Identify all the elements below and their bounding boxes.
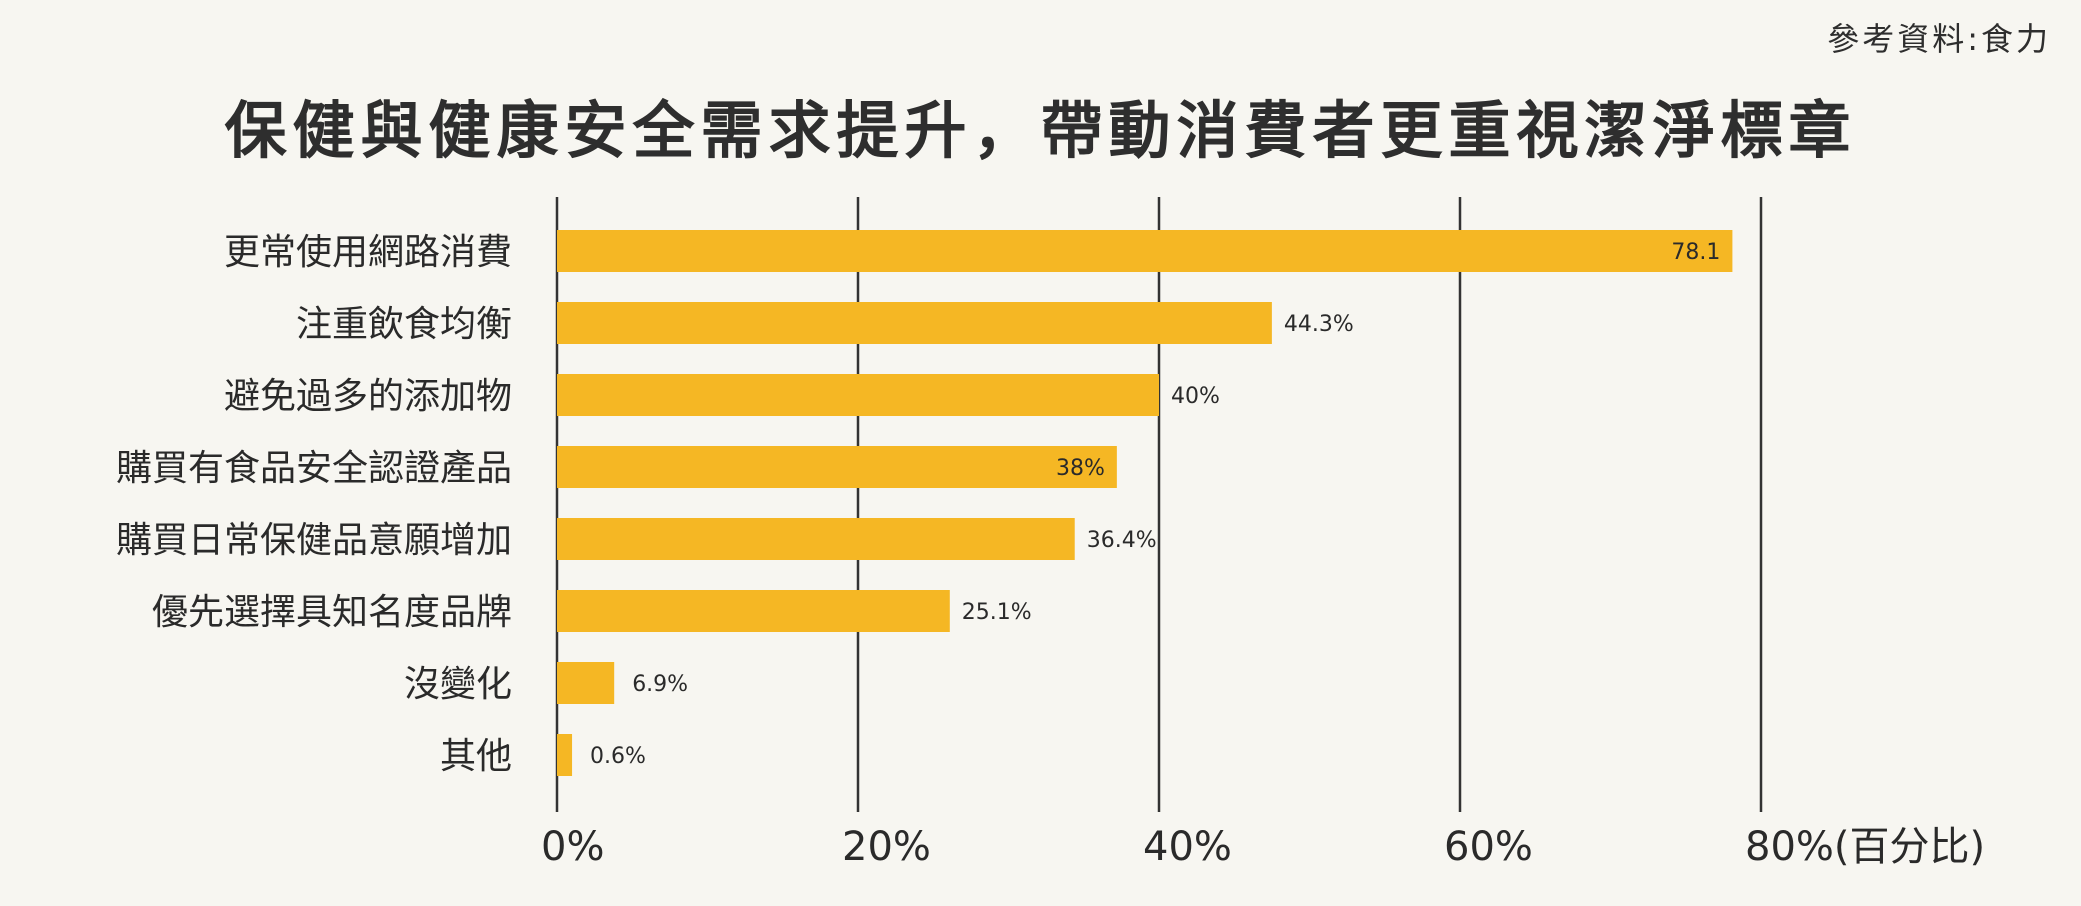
source-note: 參考資料:食力 xyxy=(1827,20,2051,58)
bar xyxy=(557,230,1733,272)
data-label: 0.6% xyxy=(590,744,646,769)
bar xyxy=(557,734,573,776)
bar xyxy=(557,374,1159,416)
data-label: 44.3% xyxy=(1284,312,1354,337)
x-tick-label: 60% xyxy=(1444,824,1533,870)
bar xyxy=(557,590,950,632)
bar xyxy=(557,518,1075,560)
category-label: 沒變化 xyxy=(404,664,512,705)
data-label: 38% xyxy=(1056,456,1105,481)
data-label: 78.1 xyxy=(1671,240,1720,265)
data-label: 36.4% xyxy=(1087,528,1157,553)
category-label: 購買有食品安全認證產品 xyxy=(116,448,512,489)
x-tick-label: 0% xyxy=(541,824,604,870)
x-tick-label: 40% xyxy=(1143,824,1232,870)
x-tick-label: 20% xyxy=(842,824,931,870)
bar xyxy=(557,302,1272,344)
category-label: 注重飲食均衡 xyxy=(296,304,512,345)
category-label: 優先選擇具知名度品牌 xyxy=(152,592,512,633)
category-label: 其他 xyxy=(440,736,512,777)
category-label: 避免過多的添加物 xyxy=(224,376,512,417)
gridlines xyxy=(555,197,1763,812)
category-label: 更常使用網路消費 xyxy=(224,232,512,273)
bars xyxy=(557,230,1733,776)
bar xyxy=(557,662,615,704)
chart-title: 保健與健康安全需求提升，帶動消費者更重視潔淨標章 xyxy=(224,94,1857,167)
x-tick-label: 80%(百分比) xyxy=(1745,824,1985,870)
category-label: 購買日常保健品意願增加 xyxy=(116,520,512,561)
bar xyxy=(557,446,1117,488)
data-label: 6.9% xyxy=(632,672,688,697)
data-label: 25.1% xyxy=(962,600,1032,625)
labels: 0% 20% 40% 60% 80%(百分比) 更常使用網路消費 78.1 注重飲食均衡 44.… xyxy=(116,232,1985,870)
data-label: 40% xyxy=(1171,384,1220,409)
